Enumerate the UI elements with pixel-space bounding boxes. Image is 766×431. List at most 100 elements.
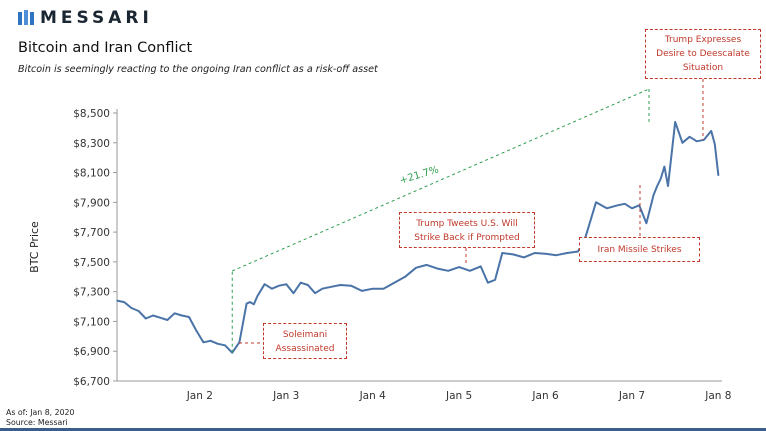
price-point [307,284,309,286]
price-point [577,250,579,253]
price-point [372,288,374,290]
price-point [271,288,273,290]
price-point [645,222,647,224]
annotation-soleimani: Soleimani Assassinated [263,323,347,359]
x-tick-label: Jan 6 [531,390,559,402]
price-point [555,254,557,256]
price-point [487,282,489,284]
price-point [436,267,439,270]
price-point [159,317,161,319]
y-axis-label: BTC Price [28,221,41,273]
messari-logo: MESSARI [18,8,153,28]
price-point [688,136,691,138]
messari-logo-icon [18,10,34,25]
annotation-soleimani-line2: Assassinated [275,344,335,354]
price-point [202,341,205,343]
price-point [130,307,133,309]
price-point [404,276,406,278]
y-tick-label: $7,500 [73,257,110,269]
price-point [328,286,331,288]
price-point [116,300,118,302]
price-point [523,256,525,259]
price-point [717,174,719,177]
price-point [544,253,547,255]
price-point [660,177,662,180]
price-point [566,252,568,254]
price-point [246,302,248,305]
price-point [264,283,266,285]
annotation-trump-tweets-line2: Strike Back if Prompted [414,233,520,243]
price-point [469,270,471,272]
price-point [339,284,341,286]
price-point [595,201,597,203]
brand-name: MESSARI [40,8,153,28]
price-point [382,288,385,290]
y-tick-label: $7,700 [73,227,110,239]
annotation-deescalate-line1: Trump Expresses [664,35,742,45]
price-point [278,285,280,287]
price-point [426,264,428,266]
price-point [195,329,197,331]
price-point [703,139,705,141]
price-point [253,303,255,305]
y-tick-label: $6,900 [73,346,110,358]
price-point [638,204,640,206]
price-point [667,185,669,187]
gain-trend-line [232,88,650,272]
price-point [314,292,316,294]
annotation-soleimani-line1: Soleimani [282,330,328,340]
price-point [321,288,323,290]
price-point [138,310,140,312]
price-point [292,292,295,294]
price-point [300,282,302,284]
x-tick-label: Jan 7 [618,390,645,402]
price-point [501,252,503,254]
price-point [447,270,449,272]
annotation-iran-missile: Iran Missile Strikes [579,237,700,262]
gain-percent-label: +21.7% [398,164,440,186]
annotation-deescalate-line2: Desire to Deescalate [656,49,750,59]
annotation-deescalate-line3: Situation [682,63,724,73]
price-point [350,285,352,287]
x-tick-label: Jan 5 [445,390,472,402]
price-point [652,194,655,196]
price-point [480,265,482,267]
price-point [616,204,619,206]
price-point [534,252,536,254]
price-point [624,203,626,205]
annotation-iran-missile-line1: Iran Missile Strikes [597,245,682,255]
y-tick-label: $7,900 [73,197,110,209]
y-tick-label: $7,300 [73,287,110,299]
y-tick-label: $8,100 [73,168,110,180]
x-tick-label: Jan 4 [359,390,387,402]
price-point [710,130,712,132]
price-point [210,340,212,342]
bottom-accent-bar [0,428,766,431]
x-tick-label: Jan 3 [272,390,299,402]
price-point [361,290,363,292]
price-point [224,344,226,346]
price-point [256,295,259,297]
price-point [123,301,125,303]
price-point [415,267,417,269]
chart-subtitle: Bitcoin is seemingly reacting to the ong… [18,64,378,75]
price-point [512,253,514,256]
x-tick-label: Jan 8 [704,390,731,402]
y-tick-label: $8,300 [73,138,110,150]
price-point [656,185,658,187]
price-point [285,283,287,285]
y-tick-label: $8,500 [73,108,110,120]
x-tick-label: Jan 2 [186,390,213,402]
price-point [458,266,460,268]
price-point [696,140,698,142]
price-point [152,314,154,317]
price-point [181,314,183,317]
price-point [631,207,633,209]
annotation-trump-tweets: Trump Tweets U.S. Will Strike Back if Pr… [399,212,535,248]
y-tick-label: $6,700 [73,376,110,388]
price-point [249,301,251,303]
price-point [174,312,176,314]
price-point [494,279,496,281]
as-of-date: As of: Jan 8, 2020 [6,408,75,417]
